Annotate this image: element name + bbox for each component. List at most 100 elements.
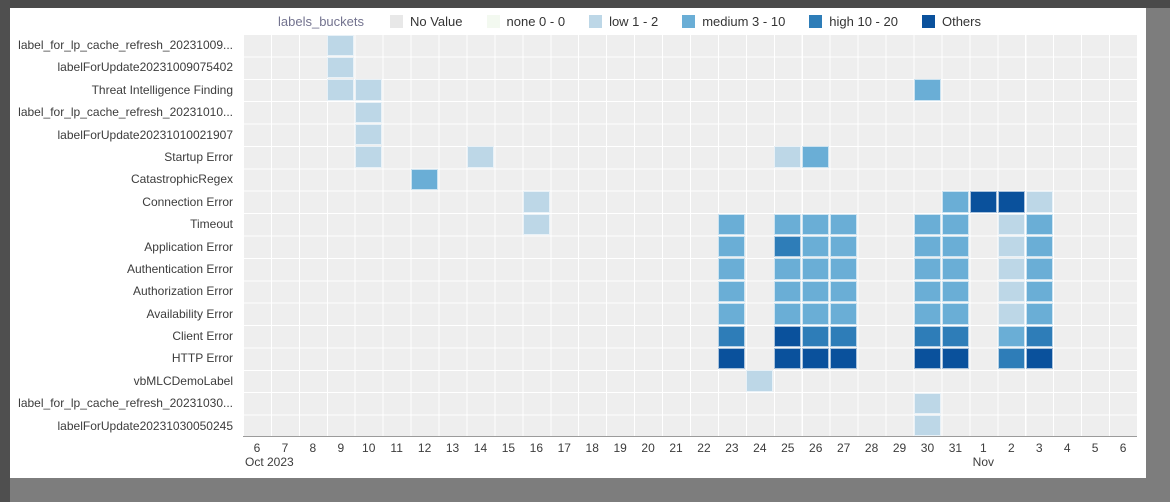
x-axis-label: 15 bbox=[501, 441, 516, 455]
legend-item[interactable]: No Value bbox=[390, 14, 463, 29]
x-axis-label: 16 bbox=[529, 441, 544, 455]
heatmap-cell[interactable] bbox=[802, 280, 830, 303]
heatmap-cell[interactable] bbox=[914, 415, 941, 437]
heatmap-cell[interactable] bbox=[774, 236, 802, 258]
heatmap-cell[interactable] bbox=[830, 280, 858, 303]
heatmap-cell[interactable] bbox=[941, 347, 969, 370]
legend-item[interactable]: Others bbox=[921, 14, 981, 29]
heatmap-cell[interactable] bbox=[802, 236, 830, 258]
heatmap-cell[interactable] bbox=[522, 213, 550, 235]
heatmap-cell[interactable] bbox=[718, 325, 746, 347]
heatmap-cell[interactable] bbox=[997, 236, 1025, 258]
legend-item-label: No Value bbox=[410, 13, 463, 29]
y-axis-label: label_for_lp_cache_refresh_20231010... bbox=[18, 105, 233, 120]
heatmap-cell[interactable] bbox=[941, 213, 969, 235]
heatmap-cell[interactable] bbox=[467, 146, 494, 168]
heatmap-cell[interactable] bbox=[355, 124, 383, 146]
heatmap-cell[interactable] bbox=[327, 56, 355, 79]
heatmap-cell[interactable] bbox=[1025, 191, 1053, 213]
legend-item[interactable]: low 1 - 2 bbox=[589, 14, 658, 29]
heatmap-cell[interactable] bbox=[941, 303, 969, 325]
heatmap-cell[interactable] bbox=[914, 392, 941, 415]
heatmap-cell[interactable] bbox=[997, 347, 1025, 370]
y-axis-label: Authorization Error bbox=[132, 284, 233, 299]
heatmap-cell[interactable] bbox=[830, 303, 858, 325]
heatmap-cell[interactable] bbox=[1025, 236, 1053, 258]
heatmap-cell[interactable] bbox=[774, 258, 802, 280]
heatmap-cell[interactable] bbox=[802, 303, 830, 325]
heatmap-cell[interactable] bbox=[941, 236, 969, 258]
heatmap-cell[interactable] bbox=[746, 370, 774, 392]
heatmap-cell[interactable] bbox=[718, 347, 746, 370]
heatmap-cell[interactable] bbox=[774, 146, 802, 168]
window-frame-top bbox=[0, 0, 1170, 8]
x-axis-month-label: Oct 2023 bbox=[245, 455, 294, 469]
heatmap-cell[interactable] bbox=[830, 347, 858, 370]
heatmap-cell[interactable] bbox=[802, 146, 830, 168]
heatmap-cell[interactable] bbox=[997, 280, 1025, 303]
heatmap-cell[interactable] bbox=[522, 191, 550, 213]
heatmap-cell[interactable] bbox=[997, 213, 1025, 235]
heatmap-cell[interactable] bbox=[914, 280, 941, 303]
heatmap-cell[interactable] bbox=[830, 213, 858, 235]
heatmap-cell[interactable] bbox=[802, 325, 830, 347]
heatmap-cell[interactable] bbox=[1025, 213, 1053, 235]
heatmap-cell[interactable] bbox=[914, 303, 941, 325]
heatmap-cell[interactable] bbox=[774, 347, 802, 370]
heatmap-cell[interactable] bbox=[774, 280, 802, 303]
heatmap-cell[interactable] bbox=[802, 347, 830, 370]
heatmap-cell[interactable] bbox=[914, 325, 941, 347]
heatmap-cell[interactable] bbox=[1025, 347, 1053, 370]
heatmap-cell[interactable] bbox=[941, 191, 969, 213]
heatmap-cell[interactable] bbox=[914, 258, 941, 280]
heatmap-cell[interactable] bbox=[411, 168, 439, 191]
x-axis-label: 9 bbox=[337, 441, 345, 455]
heatmap-cell[interactable] bbox=[802, 258, 830, 280]
heatmap-cell[interactable] bbox=[941, 280, 969, 303]
heatmap-cell[interactable] bbox=[774, 303, 802, 325]
x-axis-label: 6 bbox=[1119, 441, 1127, 455]
heatmap-cell[interactable] bbox=[914, 79, 941, 101]
heatmap-cell[interactable] bbox=[355, 146, 383, 168]
x-axis-label: 25 bbox=[781, 441, 795, 455]
heatmap-cell[interactable] bbox=[718, 280, 746, 303]
legend-item[interactable]: none 0 - 0 bbox=[486, 14, 565, 29]
x-axis-label: 24 bbox=[753, 441, 767, 455]
y-axis-label: Application Error bbox=[144, 239, 233, 254]
heatmap-cell[interactable] bbox=[969, 191, 997, 213]
heatmap-cell[interactable] bbox=[355, 101, 383, 124]
heatmap-cell[interactable] bbox=[1025, 325, 1053, 347]
heatmap-cell[interactable] bbox=[941, 258, 969, 280]
heatmap-cell[interactable] bbox=[718, 258, 746, 280]
heatmap-cell[interactable] bbox=[802, 213, 830, 235]
heatmap-cell[interactable] bbox=[914, 213, 941, 235]
legend-item[interactable]: medium 3 - 10 bbox=[682, 14, 785, 29]
heatmap-cell[interactable] bbox=[997, 258, 1025, 280]
heatmap-cell[interactable] bbox=[830, 236, 858, 258]
heatmap-cell[interactable] bbox=[327, 34, 355, 56]
heatmap-cell[interactable] bbox=[355, 79, 383, 101]
heatmap-cell[interactable] bbox=[774, 213, 802, 235]
heatmap-cell[interactable] bbox=[997, 191, 1025, 213]
heatmap-cell[interactable] bbox=[718, 303, 746, 325]
heatmap-cell[interactable] bbox=[1025, 280, 1053, 303]
y-axis-label: vbMLCDemoLabel bbox=[133, 373, 233, 388]
heatmap-cell[interactable] bbox=[997, 303, 1025, 325]
heatmap-cell[interactable] bbox=[718, 236, 746, 258]
heatmap-cell[interactable] bbox=[997, 325, 1025, 347]
legend-item[interactable]: high 10 - 20 bbox=[809, 14, 898, 29]
heatmap-cell[interactable] bbox=[941, 325, 969, 347]
x-axis-label: 8 bbox=[309, 441, 317, 455]
y-axis-label: Client Error bbox=[172, 329, 233, 344]
heatmap-cell[interactable] bbox=[1025, 303, 1053, 325]
heatmap-cell[interactable] bbox=[914, 236, 941, 258]
heatmap-cell[interactable] bbox=[774, 325, 802, 347]
legend-item-label: low 1 - 2 bbox=[609, 13, 659, 29]
x-axis-label: 5 bbox=[1091, 441, 1099, 455]
heatmap-cell[interactable] bbox=[327, 79, 355, 101]
heatmap-cell[interactable] bbox=[830, 325, 858, 347]
heatmap-cell[interactable] bbox=[718, 213, 746, 235]
heatmap-cell[interactable] bbox=[1025, 258, 1053, 280]
heatmap-cell[interactable] bbox=[914, 347, 941, 370]
heatmap-cell[interactable] bbox=[830, 258, 858, 280]
